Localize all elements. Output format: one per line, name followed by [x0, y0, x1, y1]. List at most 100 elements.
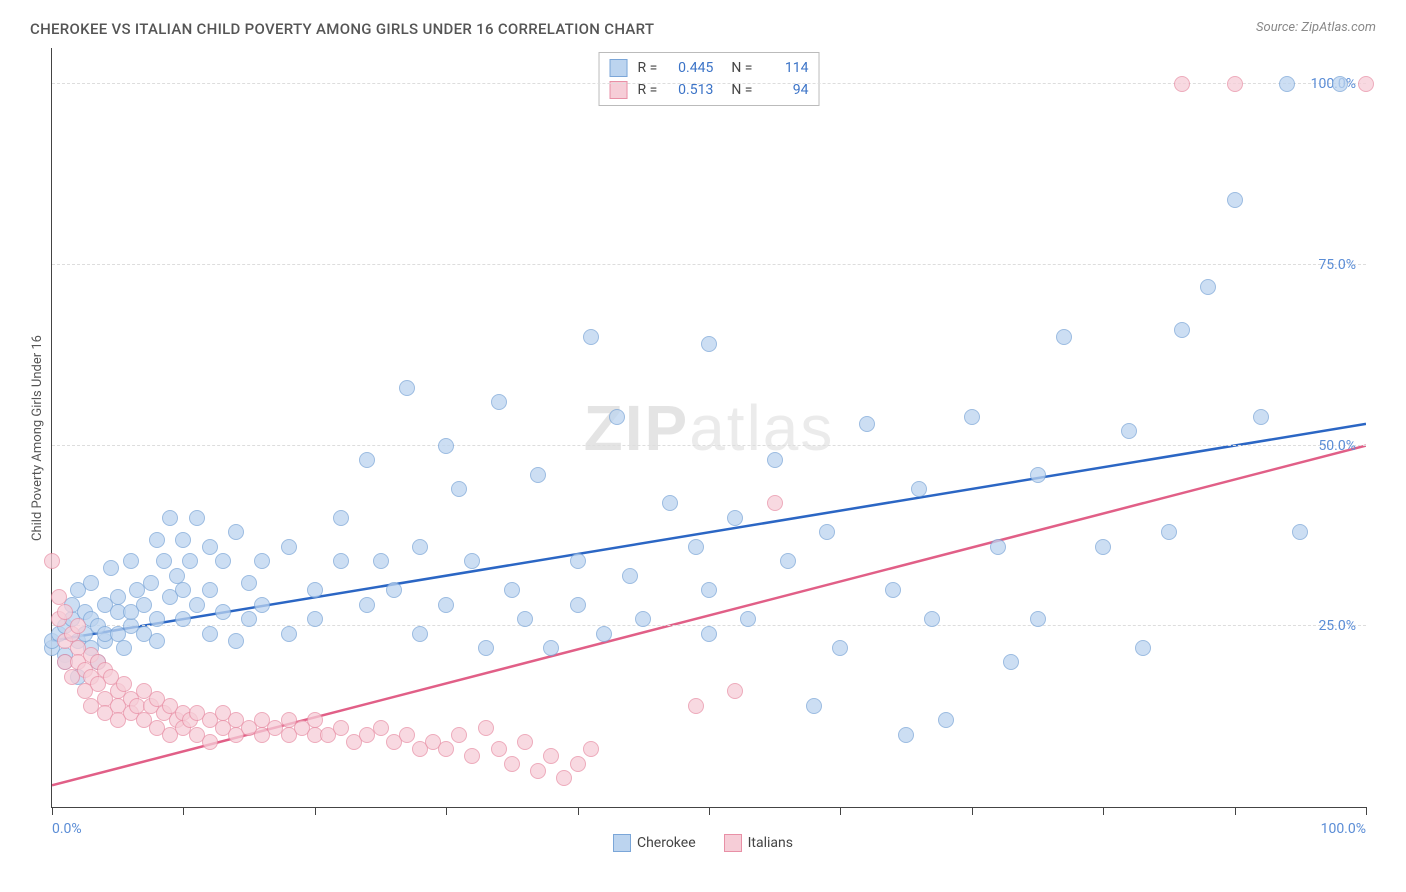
data-point — [1003, 654, 1019, 670]
x-tick-label: 0.0% — [52, 821, 82, 837]
data-point — [438, 438, 454, 454]
data-point — [924, 611, 940, 627]
data-point — [478, 640, 494, 656]
data-point — [123, 553, 139, 569]
data-point — [110, 589, 126, 605]
data-point — [103, 560, 119, 576]
data-point — [83, 575, 99, 591]
data-point — [819, 524, 835, 540]
data-point — [1200, 279, 1216, 295]
data-point — [202, 626, 218, 642]
data-point — [1161, 524, 1177, 540]
gridline — [52, 83, 1366, 84]
x-tick — [446, 807, 447, 815]
data-point — [727, 683, 743, 699]
data-point — [609, 409, 625, 425]
x-tick — [840, 807, 841, 815]
y-axis-label: Child Poverty Among Girls Under 16 — [24, 335, 51, 541]
n-label: N = — [731, 60, 752, 76]
data-point — [688, 539, 704, 555]
y-tick-label: 75.0% — [1318, 257, 1356, 273]
data-point — [1056, 329, 1072, 345]
data-point — [228, 524, 244, 540]
watermark-light: atlas — [689, 392, 834, 464]
data-point — [149, 611, 165, 627]
data-point — [530, 763, 546, 779]
r-label: R = — [638, 82, 658, 98]
data-point — [464, 748, 480, 764]
data-point — [911, 481, 927, 497]
data-point — [1227, 76, 1243, 92]
chart-title: CHEROKEE VS ITALIAN CHILD POVERTY AMONG … — [30, 20, 654, 38]
data-point — [202, 539, 218, 555]
data-point — [478, 720, 494, 736]
data-point — [175, 532, 191, 548]
data-point — [438, 597, 454, 613]
x-tick — [183, 807, 184, 815]
data-point — [556, 770, 572, 786]
data-point — [307, 712, 323, 728]
data-point — [1174, 76, 1190, 92]
legend-item: Italians — [724, 834, 793, 852]
plot-wrapper: Child Poverty Among Girls Under 16 ZIPat… — [20, 48, 1386, 828]
data-point — [1227, 192, 1243, 208]
data-point — [570, 756, 586, 772]
data-point — [543, 748, 559, 764]
legend-label: Italians — [748, 835, 793, 851]
data-point — [1121, 423, 1137, 439]
data-point — [701, 336, 717, 352]
data-point — [583, 329, 599, 345]
data-point — [504, 756, 520, 772]
n-label: N = — [731, 82, 752, 98]
n-value: 114 — [762, 60, 808, 76]
data-point — [215, 553, 231, 569]
legend-swatch — [613, 834, 631, 852]
data-point — [898, 727, 914, 743]
data-point — [202, 734, 218, 750]
data-point — [399, 727, 415, 743]
data-point — [583, 741, 599, 757]
data-point — [412, 626, 428, 642]
data-point — [806, 698, 822, 714]
data-point — [44, 553, 60, 569]
data-point — [281, 539, 297, 555]
x-tick — [315, 807, 316, 815]
data-point — [57, 604, 73, 620]
legend-swatch — [610, 59, 628, 77]
data-point — [241, 611, 257, 627]
stats-legend-box: R =0.445N =114R =0.513N =94 — [599, 52, 820, 106]
data-point — [202, 582, 218, 598]
data-point — [530, 467, 546, 483]
data-point — [662, 495, 678, 511]
data-point — [780, 553, 796, 569]
data-point — [156, 553, 172, 569]
x-tick — [972, 807, 973, 815]
data-point — [373, 553, 389, 569]
r-value: 0.445 — [667, 60, 713, 76]
data-point — [688, 698, 704, 714]
n-value: 94 — [762, 82, 808, 98]
data-point — [1292, 524, 1308, 540]
data-point — [175, 611, 191, 627]
x-tick — [1103, 807, 1104, 815]
data-point — [964, 409, 980, 425]
legend-label: Cherokee — [637, 835, 696, 851]
plot-area: ZIPatlas R =0.445N =114R =0.513N =94 25.… — [51, 48, 1366, 808]
data-point — [359, 597, 375, 613]
data-point — [701, 626, 717, 642]
data-point — [885, 582, 901, 598]
data-point — [228, 633, 244, 649]
data-point — [254, 597, 270, 613]
correlation-chart: CHEROKEE VS ITALIAN CHILD POVERTY AMONG … — [20, 20, 1386, 872]
data-point — [333, 510, 349, 526]
data-point — [491, 394, 507, 410]
data-point — [399, 380, 415, 396]
trend-lines — [52, 48, 1366, 807]
data-point — [359, 452, 375, 468]
data-point — [517, 734, 533, 750]
watermark: ZIPatlas — [584, 391, 835, 465]
data-point — [143, 575, 159, 591]
data-point — [596, 626, 612, 642]
data-point — [451, 481, 467, 497]
data-point — [70, 618, 86, 634]
